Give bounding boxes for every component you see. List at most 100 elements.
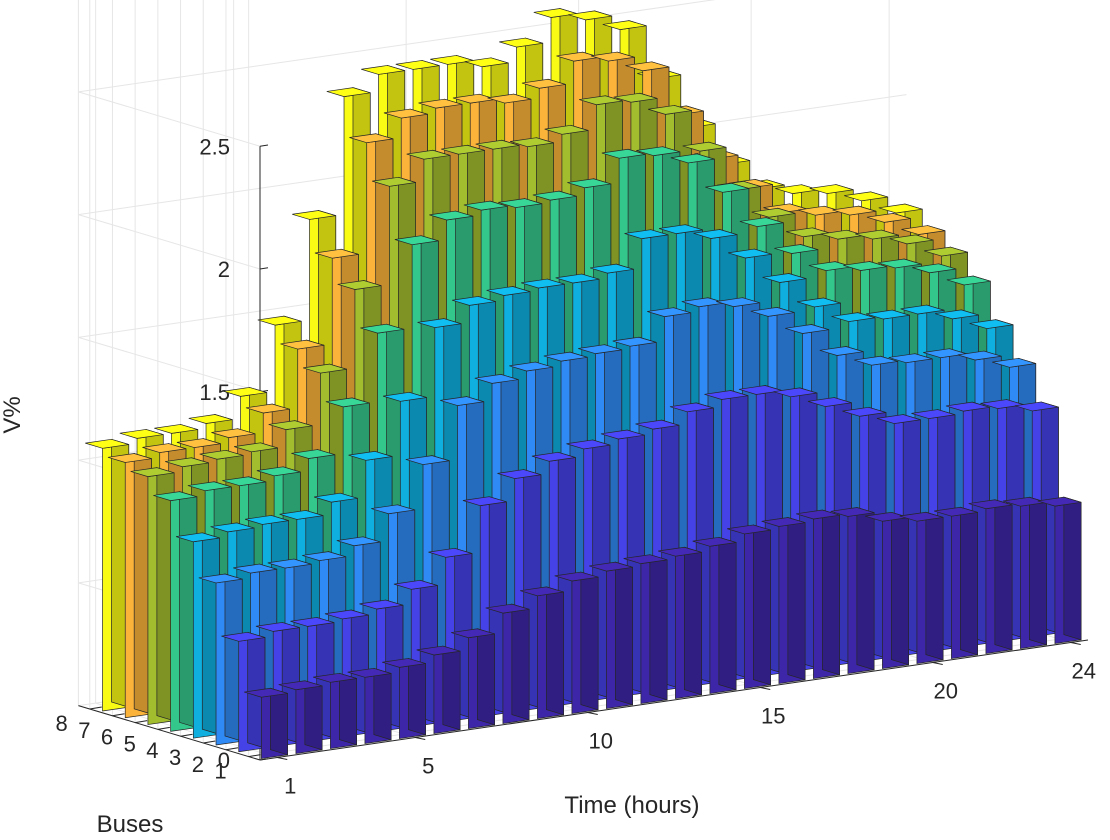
- bar-bus1-hour10: [554, 571, 599, 714]
- bar-top-face: [176, 438, 221, 448]
- bar-top-face: [532, 190, 577, 201]
- bar-bus1-hour12: [623, 554, 668, 704]
- bar-top-face: [635, 419, 680, 430]
- y-tick-label: 2: [192, 752, 204, 777]
- bar-top-face: [245, 403, 290, 414]
- bar-top-face: [348, 450, 393, 461]
- bar-side-face: [856, 507, 875, 671]
- y-tick-mark: [180, 733, 193, 737]
- bar-bus1-hour24: [1037, 496, 1082, 644]
- z-tick-mark: [259, 144, 269, 147]
- x-tick-mark: [587, 712, 598, 715]
- bar-top-face: [417, 318, 462, 328]
- bar-bus1-hour8: [485, 603, 530, 724]
- x-tick-label: 15: [761, 704, 785, 729]
- bar-top-face: [889, 234, 934, 245]
- y-tick-mark: [225, 747, 239, 751]
- bar-top-face: [361, 65, 405, 75]
- bar-top-face: [521, 78, 566, 89]
- bar-top-face: [1003, 496, 1047, 507]
- bar-top-face: [543, 351, 588, 362]
- y-axis-label: Buses: [97, 811, 164, 835]
- bar-top-face: [809, 184, 854, 194]
- bar-top-face: [808, 261, 853, 271]
- bar-top-face: [336, 536, 381, 547]
- bar-top-face: [130, 467, 175, 477]
- z-tick-mark: [259, 758, 269, 761]
- bar-top-face: [198, 573, 243, 584]
- bar-bus1-hour2: [278, 680, 323, 754]
- x-tick-label: 20: [934, 679, 958, 704]
- bar-side-face: [925, 511, 944, 661]
- grid-line-back-wall: [78, 0, 716, 93]
- bar-top-face: [555, 273, 600, 284]
- bar-bus4-hour1: [175, 532, 220, 739]
- x-tick-label: 5: [422, 754, 434, 779]
- y-tick-label: 8: [56, 711, 68, 736]
- bar-top-face: [796, 509, 840, 520]
- z-tick-label: 2: [218, 257, 230, 282]
- bar-top-face: [440, 396, 484, 406]
- bar-top-face: [957, 350, 1002, 361]
- bar-bus1-hour15: [727, 524, 771, 689]
- bar-bus1-hour11: [589, 561, 633, 709]
- bar-side-face: [442, 645, 461, 731]
- bar-top-face: [416, 645, 461, 656]
- bar-top-face: [510, 137, 554, 148]
- bar-top-face: [451, 296, 496, 306]
- bar-top-face: [624, 229, 669, 240]
- bar-bus1-hour9: [520, 586, 564, 719]
- bar-top-face: [119, 429, 164, 439]
- bar-top-face: [912, 263, 956, 274]
- x-tick-mark: [415, 737, 426, 740]
- bar-bus5-hour1: [153, 491, 198, 732]
- bar-top-face: [383, 108, 428, 119]
- bar-side-face: [753, 524, 771, 686]
- bar-top-face: [314, 248, 359, 259]
- bar-top-face: [934, 506, 978, 517]
- bar-top-face: [739, 217, 784, 227]
- x-tick-mark: [760, 687, 771, 690]
- bar-side-face: [270, 687, 288, 756]
- z-tick-label: 0: [218, 748, 230, 773]
- bar-top-face: [865, 511, 909, 522]
- bar-top-face: [842, 406, 887, 417]
- grid-line-left-wall: [78, 214, 261, 270]
- bar-side-face: [1063, 496, 1082, 641]
- z-tick-label: 2.5: [199, 134, 230, 159]
- bar-top-face: [418, 98, 463, 109]
- bar-top-face: [589, 561, 633, 572]
- bar-side-face: [580, 571, 599, 711]
- bar-bus1-hour20: [899, 511, 944, 664]
- bar-top-face: [520, 586, 564, 597]
- bar-top-face: [290, 617, 335, 627]
- bar-top-face: [278, 680, 323, 691]
- bar-bus1-hour18: [830, 507, 875, 674]
- bar-top-face: [509, 361, 553, 372]
- z-tick-label: 1.5: [199, 380, 230, 405]
- y-tick-mark: [248, 754, 261, 758]
- bar-side-face: [304, 680, 323, 751]
- grid-line-left-wall: [78, 91, 261, 147]
- z-axis-label: V%: [0, 396, 26, 433]
- bar-top-face: [969, 319, 1014, 329]
- y-tick-mark: [157, 726, 170, 730]
- bar-side-face: [891, 511, 909, 666]
- bar-top-face: [796, 297, 841, 308]
- bar-top-face: [313, 672, 357, 683]
- bar-bus1-hour6: [416, 645, 461, 734]
- bar-top-face: [210, 522, 255, 533]
- bar-top-face: [382, 658, 426, 668]
- bar-top-face: [371, 504, 415, 515]
- bar-top-face: [107, 453, 152, 463]
- bar-top-face: [498, 198, 542, 208]
- bar-top-face: [877, 258, 922, 269]
- bar-top-face: [623, 554, 668, 565]
- bar-bus1-hour14: [692, 536, 737, 694]
- bar-top-face: [187, 481, 232, 492]
- bar-top-face: [590, 51, 635, 62]
- bar-top-face: [878, 203, 923, 214]
- bar-top-face: [520, 278, 565, 289]
